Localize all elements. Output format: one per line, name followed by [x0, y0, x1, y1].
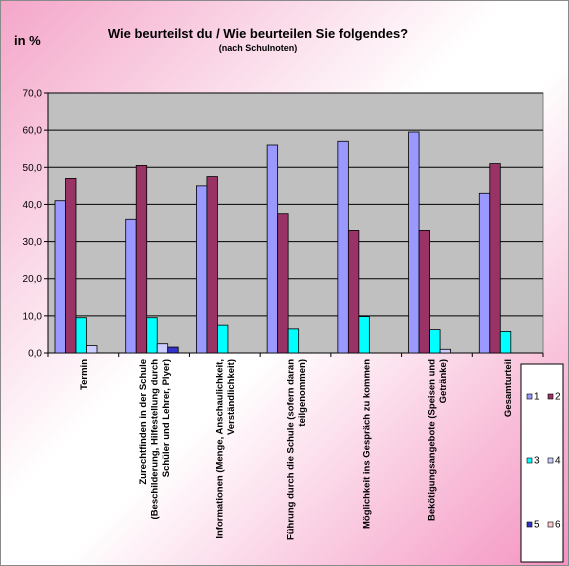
legend-label: 1: [534, 392, 540, 403]
y-tick-label: 30,0: [23, 237, 43, 248]
legend-swatch: [547, 457, 554, 464]
bar: [75, 317, 87, 354]
bar: [266, 144, 279, 354]
x-category-label-line: Schüler und Lehrer, Plyer): [161, 359, 172, 477]
legend-swatch: [526, 521, 533, 528]
y-tick-label: 60,0: [23, 126, 43, 137]
x-category-label: Möglichkeit ins Gespräch zu kommen: [362, 359, 373, 529]
bar: [489, 163, 501, 354]
x-category-label-line: Informationen (Menge, Anschaulichkeit,: [215, 359, 226, 539]
y-tick-label: 70,0: [23, 89, 43, 100]
x-category-label: Gesamturteil: [503, 359, 514, 417]
bar: [146, 317, 158, 354]
legend-swatch: [547, 393, 554, 400]
chart-subtitle: (nach Schulnoten): [218, 43, 298, 53]
x-category-label-line: Führung durch die Schule (sofern daran: [285, 359, 296, 540]
legend-label: 4: [555, 456, 561, 467]
x-category-label-line: (Beschilderung, Hilfestellung durch: [150, 359, 161, 520]
y-tick-label: 10,0: [23, 311, 43, 322]
x-category-label: Zurechtfinden in der Schule(Beschilderun…: [138, 359, 172, 520]
bar: [277, 213, 289, 354]
bar: [125, 218, 137, 354]
bar: [287, 328, 300, 354]
bar: [167, 346, 179, 354]
legend-label: 5: [534, 520, 540, 531]
bar: [196, 185, 208, 354]
bar: [408, 131, 420, 354]
legend-label: 3: [534, 456, 540, 467]
x-category-label-line: teilgenommen): [297, 359, 308, 427]
y-axis-unit-label: in %: [14, 33, 41, 48]
bar: [156, 343, 169, 354]
y-tick-label: 20,0: [23, 274, 43, 285]
legend-swatch: [526, 393, 533, 400]
bar: [65, 178, 77, 354]
x-category-label-line: Verständlichkeit): [226, 359, 237, 435]
x-category-label-line: Möglichkeit ins Gespräch zu kommen: [362, 359, 373, 529]
x-category-label-line: Termin: [79, 359, 90, 390]
bar: [86, 345, 98, 354]
bar: [499, 331, 512, 354]
x-category-label: Führung durch die Schule (sofern darante…: [285, 359, 308, 540]
bar: [439, 348, 451, 354]
y-tick-label: 50,0: [23, 163, 43, 174]
x-category-label-line: Getränke): [438, 359, 449, 403]
bar: [135, 165, 148, 354]
x-category-label: Termin: [79, 359, 90, 390]
legend-label: 2: [555, 392, 561, 403]
bar: [418, 230, 430, 354]
plot-area: [47, 92, 544, 354]
bar: [429, 329, 441, 354]
x-category-label-line: Bekötigungsangebote (Speisen und: [427, 359, 438, 521]
x-category-label-line: Zurechtfinden in der Schule: [138, 359, 149, 485]
legend-swatch: [547, 521, 554, 528]
y-tick-label: 0,0: [28, 349, 42, 360]
x-category-label-line: Gesamturteil: [503, 359, 514, 417]
bar: [206, 176, 218, 354]
x-category-label: Informationen (Menge, Anschaulichkeit,Ve…: [215, 359, 238, 539]
chart-title: Wie beurteilst du / Wie beurteilen Sie f…: [107, 26, 409, 41]
x-category-label: Bekötigungsangebote (Speisen undGetränke…: [427, 359, 450, 521]
legend-swatch: [526, 457, 533, 464]
bar: [478, 192, 491, 354]
bar: [54, 200, 66, 354]
y-tick-label: 40,0: [23, 200, 43, 211]
bar: [217, 324, 229, 354]
bar: [337, 140, 349, 354]
bar: [358, 316, 370, 354]
bar: [347, 230, 360, 354]
legend-label: 6: [555, 520, 561, 531]
